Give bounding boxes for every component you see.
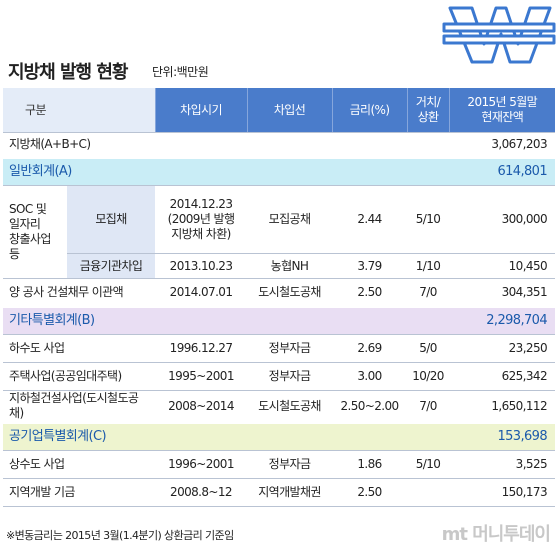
row-label: 하수도 사업 <box>3 334 156 363</box>
col-header: 차입시기 <box>154 88 248 133</box>
date: 2014.07.01 <box>155 278 248 307</box>
section-label: 일반회계(A) <box>3 156 450 186</box>
row-label: 양 공사 건설채무 이관액 <box>3 278 156 307</box>
col-header: 구분 <box>3 88 156 133</box>
term: 5/10 <box>407 450 450 479</box>
debt-table: 구분 차입시기 차입선 금리(%) 거치/ 상환 2015년 5월말 현재잔액 … <box>3 88 556 507</box>
lender: 도시철도공채 <box>247 278 333 307</box>
row-label: 지하철건설사업(도시철도공채) <box>3 390 156 423</box>
col-header: 금리(%) <box>331 88 408 133</box>
col-header: 2015년 5월말 현재잔액 <box>448 88 556 133</box>
balance: 304,351 <box>449 278 556 307</box>
term <box>407 478 450 507</box>
rate: 3.79 <box>332 253 408 279</box>
title: 지방채 발행 현황 <box>8 62 128 83</box>
row: 양 공사 건설채무 이관액 2014.07.01 도시철도공채 2.50 7/0 304,… <box>3 278 556 307</box>
row-label: 지방채(A+B+C) <box>3 132 450 158</box>
lender: 정부자금 <box>247 362 333 391</box>
section-row: 일반회계(A) 614,801 <box>3 156 556 186</box>
sub-label: 금융기관차입 <box>67 253 156 279</box>
section-row: 공기업특별회계(C) 153,698 <box>3 421 556 451</box>
row: 상수도 사업 1996~2001 정부자금 1.86 5/10 3,525 <box>3 450 556 479</box>
balance: 3,067,203 <box>449 132 556 158</box>
term: 7/0 <box>407 278 450 307</box>
col-header: 차입선 <box>246 88 333 133</box>
header-row: 구분 차입시기 차입선 금리(%) 거치/ 상환 2015년 5월말 현재잔액 <box>3 88 556 133</box>
balance: 10,450 <box>449 253 556 279</box>
balance: 2,298,704 <box>449 305 556 335</box>
col-header: 거치/ 상환 <box>406 88 450 133</box>
rate: 3.00 <box>332 362 408 391</box>
unit: 단위:백만원 <box>152 65 209 79</box>
term: 5/10 <box>407 185 450 254</box>
footnote: ※변동금리는 2015년 3월(1.4분기) 상환금리 기준임 <box>6 529 234 542</box>
date: 2008.8~12 <box>155 478 248 507</box>
date: 2014.12.23 (2009년 발행 지방채 차환) <box>155 185 248 254</box>
rate: 1.86 <box>332 450 408 479</box>
row-label: 지역개발 기금 <box>3 478 156 507</box>
date: 2013.10.23 <box>155 253 248 279</box>
rate: 2.50 <box>332 278 408 307</box>
group-label: SOC 및 일자리 창출사업 등 <box>3 185 67 279</box>
date: 1995~2001 <box>155 362 248 391</box>
date: 2008~2014 <box>155 390 248 423</box>
rate: 2.69 <box>332 334 408 363</box>
section-label: 공기업특별회계(C) <box>3 421 450 451</box>
balance: 625,342 <box>449 362 556 391</box>
lender: 정부자금 <box>247 334 333 363</box>
row: SOC 및 일자리 창출사업 등 모집채 2014.12.23 (2009년 발… <box>3 185 556 279</box>
lender: 도시철도공채 <box>247 390 333 423</box>
balance: 300,000 <box>449 185 556 254</box>
lender: 지역개발채권 <box>247 478 333 507</box>
section-label: 기타특별회계(B) <box>3 305 450 335</box>
balance: 150,173 <box>449 478 556 507</box>
balance: 614,801 <box>449 156 556 186</box>
term: 5/0 <box>407 334 450 363</box>
date: 1996~2001 <box>155 450 248 479</box>
rate: 2.50 <box>332 478 408 507</box>
lender: 모집공채 <box>247 185 333 254</box>
row: 금융기관차입 2013.10.23 농협NH 3.79 1/10 10,450 <box>3 253 556 279</box>
lender: 농협NH <box>247 253 333 279</box>
won-icon <box>442 6 556 64</box>
lender: 정부자금 <box>247 450 333 479</box>
row-label: 주택사업(공공임대주택) <box>3 362 156 391</box>
date: 1996.12.27 <box>155 334 248 363</box>
rate: 2.50~2.00 <box>332 390 408 423</box>
row-label: 상수도 사업 <box>3 450 156 479</box>
balance: 1,650,112 <box>449 390 556 423</box>
total-row: 지방채(A+B+C) 3,067,203 <box>3 132 556 158</box>
row: 하수도 사업 1996.12.27 정부자금 2.69 5/0 23,250 <box>3 334 556 363</box>
balance: 153,698 <box>449 421 556 451</box>
term: 10/20 <box>407 362 450 391</box>
balance: 23,250 <box>449 334 556 363</box>
row: 지하철건설사업(도시철도공채) 2008~2014 도시철도공채 2.50~2.00 7… <box>3 390 556 423</box>
section-row: 기타특별회계(B) 2,298,704 <box>3 305 556 335</box>
rate: 2.44 <box>332 185 408 254</box>
balance: 3,525 <box>449 450 556 479</box>
logo: mt 머니투데이 <box>441 524 551 545</box>
row: 지역개발 기금 2008.8~12 지역개발채권 2.50 150,173 <box>3 478 556 507</box>
term: 7/0 <box>407 390 450 423</box>
sub-label: 모집채 <box>67 185 156 254</box>
row: 주택사업(공공임대주택) 1995~2001 정부자금 3.00 10/20 625,34… <box>3 362 556 391</box>
term: 1/10 <box>407 253 450 279</box>
rows: 양 공사 건설채무 이관액 2014.07.01 도시철도공채 2.50 7/0 304,… <box>3 278 556 507</box>
